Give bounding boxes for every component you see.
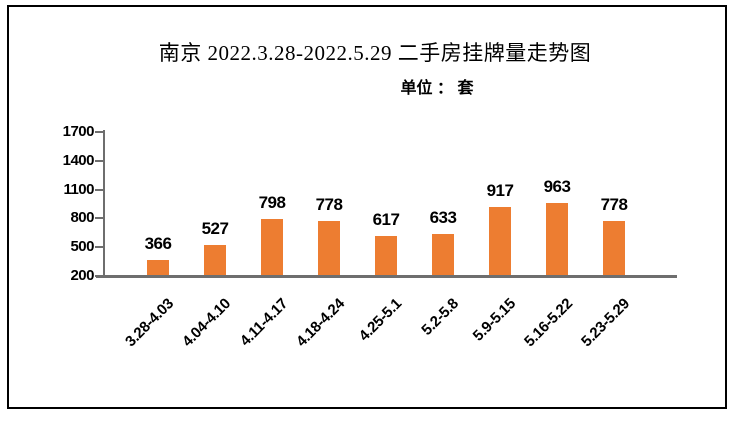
x-axis-line bbox=[96, 275, 677, 278]
y-axis-tick-label: 500 bbox=[70, 238, 94, 256]
y-axis-tick-label: 1700 bbox=[62, 123, 95, 140]
bar bbox=[489, 207, 511, 275]
x-axis-category-label: 4.04-4.10 bbox=[179, 295, 235, 351]
bar bbox=[546, 202, 568, 275]
unit-label: 单位 ： 套 bbox=[400, 80, 474, 97]
bar bbox=[261, 218, 283, 275]
y-axis-tick-label: 1400 bbox=[62, 151, 95, 169]
y-axis-tick-label: 200 bbox=[70, 267, 94, 284]
y-axis-tick bbox=[95, 246, 103, 249]
x-axis-category-label: 5.2-5.8 bbox=[418, 295, 463, 339]
bar-value-label: 798 bbox=[258, 192, 286, 212]
y-axis-tick-label: 800 bbox=[70, 209, 94, 227]
bar-value-label: 778 bbox=[315, 194, 343, 214]
bar bbox=[204, 244, 226, 275]
bar bbox=[375, 235, 397, 275]
y-axis-tick bbox=[95, 188, 103, 191]
x-axis-category-label: 4.18-4.24 bbox=[293, 295, 349, 351]
bar-value-label: 778 bbox=[600, 194, 628, 214]
chart-title: 南京 2022.3.28-2022.5.29 二手房挂牌量走势图 bbox=[158, 41, 592, 65]
x-axis-category-label: 4.25-5.1 bbox=[356, 295, 406, 345]
y-axis-tick-label: 1100 bbox=[63, 180, 94, 198]
y-axis-tick bbox=[95, 159, 103, 162]
bar-value-label: 527 bbox=[201, 218, 229, 238]
bar-value-label: 917 bbox=[486, 181, 514, 201]
x-axis-category-label: 4.11-4.17 bbox=[236, 295, 292, 350]
bar bbox=[318, 220, 340, 275]
y-axis-line bbox=[103, 130, 105, 278]
bar bbox=[603, 220, 625, 275]
bar-value-label: 366 bbox=[144, 234, 172, 254]
x-axis-category-label: 5.16-5.22 bbox=[521, 295, 577, 351]
bar-value-label: 633 bbox=[429, 208, 457, 228]
bar-value-label: 617 bbox=[372, 209, 400, 229]
x-axis-category-label: 5.9-5.15 bbox=[470, 295, 520, 345]
bar bbox=[147, 260, 169, 275]
x-axis-category-label: 5.23-5.29 bbox=[578, 295, 634, 351]
y-axis-tick bbox=[95, 217, 103, 220]
x-axis-category-label: 3.28-4.03 bbox=[122, 295, 178, 351]
bar bbox=[432, 234, 454, 275]
bar-value-label: 963 bbox=[543, 176, 571, 196]
y-axis-tick bbox=[95, 131, 103, 133]
